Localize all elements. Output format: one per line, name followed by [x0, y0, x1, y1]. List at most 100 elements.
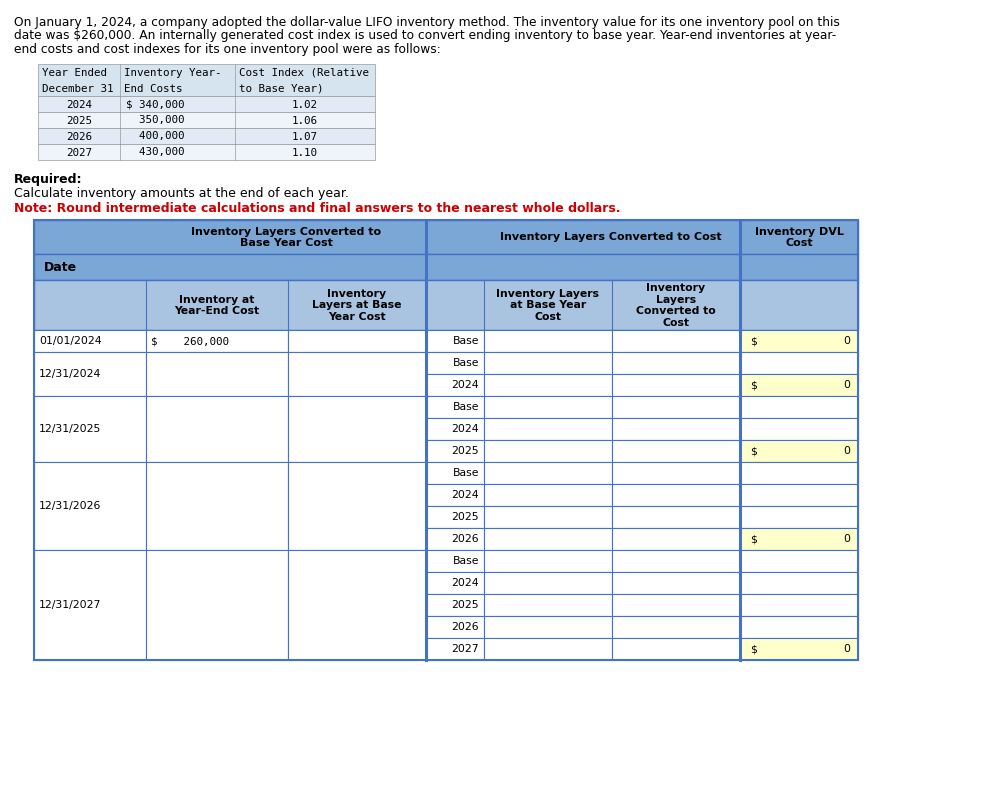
Bar [612, 396, 740, 418]
Bar [426, 572, 484, 593]
Bar [484, 616, 612, 638]
Text: 2025: 2025 [452, 512, 479, 522]
Text: 01/01/2024: 01/01/2024 [39, 336, 102, 346]
Text: 2024: 2024 [452, 380, 479, 390]
Text: 400,000: 400,000 [126, 132, 184, 141]
Text: 2024: 2024 [452, 578, 479, 588]
Text: Base: Base [453, 556, 479, 566]
Text: 0: 0 [843, 380, 850, 390]
Bar [34, 352, 146, 396]
Bar [740, 506, 858, 528]
Bar [612, 528, 740, 550]
Bar [484, 352, 612, 374]
Text: Base: Base [453, 336, 479, 346]
Bar [740, 374, 858, 396]
Bar [288, 550, 426, 660]
Text: $: $ [750, 336, 757, 346]
Bar [740, 352, 858, 374]
Text: 2024: 2024 [452, 490, 479, 500]
Bar [38, 128, 375, 145]
Bar [612, 462, 740, 484]
Bar [484, 593, 612, 616]
Text: 2025: 2025 [452, 600, 479, 609]
Bar [740, 616, 858, 638]
Bar [612, 616, 740, 638]
Bar [34, 220, 858, 660]
Bar [484, 418, 612, 440]
Text: end costs and cost indexes for its one inventory pool were as follows:: end costs and cost indexes for its one i… [14, 43, 441, 56]
Text: 430,000: 430,000 [126, 147, 184, 157]
Bar [426, 616, 484, 638]
Text: Inventory DVL
Cost: Inventory DVL Cost [754, 226, 843, 248]
Text: to Base Year): to Base Year) [239, 84, 324, 93]
Text: 2024: 2024 [452, 424, 479, 434]
Bar [38, 96, 375, 112]
Bar [484, 638, 612, 660]
Bar [740, 418, 858, 440]
Text: $    260,000: $ 260,000 [151, 336, 229, 346]
Bar [426, 593, 484, 616]
Bar [740, 330, 858, 352]
Bar [146, 330, 288, 352]
Bar [740, 484, 858, 506]
Bar [484, 528, 612, 550]
Bar [426, 330, 484, 352]
Bar [146, 396, 288, 462]
Text: 1.06: 1.06 [292, 116, 318, 125]
Text: date was $260,000. An internally generated cost index is used to convert ending : date was $260,000. An internally generat… [14, 30, 836, 43]
Text: End Costs: End Costs [124, 84, 182, 93]
Text: 2024: 2024 [66, 100, 92, 109]
Text: 2025: 2025 [66, 116, 92, 125]
Text: $ 340,000: $ 340,000 [126, 100, 184, 109]
Text: Inventory Layers Converted to
Base Year Cost: Inventory Layers Converted to Base Year … [191, 226, 381, 248]
Text: Cost Index (Relative: Cost Index (Relative [239, 67, 369, 77]
Bar [740, 593, 858, 616]
Text: 0: 0 [843, 336, 850, 346]
Bar [484, 484, 612, 506]
Bar [484, 374, 612, 396]
Text: Base: Base [453, 468, 479, 478]
Bar [740, 462, 858, 484]
Bar [288, 396, 426, 462]
Bar [484, 396, 612, 418]
Text: Date: Date [44, 261, 77, 274]
Text: Base: Base [453, 402, 479, 412]
Bar [34, 255, 858, 280]
Bar [612, 374, 740, 396]
Bar [612, 418, 740, 440]
Bar [288, 352, 426, 396]
Bar [426, 550, 484, 572]
Text: $: $ [750, 534, 757, 544]
Bar [612, 506, 740, 528]
Bar [612, 572, 740, 593]
Bar [740, 396, 858, 418]
Text: 2027: 2027 [66, 147, 92, 157]
Bar [34, 550, 146, 660]
Text: 12/31/2027: 12/31/2027 [39, 600, 102, 609]
Text: 0: 0 [843, 534, 850, 544]
Text: 2025: 2025 [452, 446, 479, 456]
Text: Inventory Layers Converted to Cost: Inventory Layers Converted to Cost [500, 232, 722, 243]
Bar [740, 638, 858, 660]
Text: Required:: Required: [14, 173, 82, 185]
Text: 2027: 2027 [452, 644, 479, 654]
Bar [426, 462, 484, 484]
Text: 1.02: 1.02 [292, 100, 318, 109]
Bar [612, 330, 740, 352]
Text: $: $ [750, 446, 757, 456]
Bar [38, 145, 375, 161]
Bar [484, 550, 612, 572]
Bar [146, 550, 288, 660]
Bar [740, 440, 858, 462]
Bar [34, 330, 146, 352]
Bar [288, 462, 426, 550]
Bar [38, 64, 375, 96]
Text: 2026: 2026 [452, 534, 479, 544]
Text: $: $ [750, 644, 757, 654]
Text: Inventory
Layers at Base
Year Cost: Inventory Layers at Base Year Cost [312, 288, 401, 322]
Bar [38, 112, 375, 128]
Bar [34, 280, 858, 330]
Bar [484, 572, 612, 593]
Bar [426, 418, 484, 440]
Bar [612, 440, 740, 462]
